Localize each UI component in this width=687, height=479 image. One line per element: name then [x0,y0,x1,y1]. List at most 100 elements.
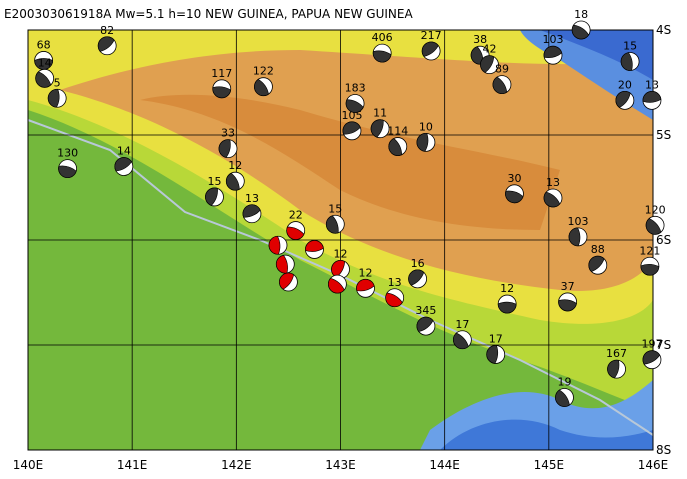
beachball [615,90,635,110]
beachball [212,79,232,99]
beachball [505,184,524,204]
event-label: 88 [591,243,605,256]
beachball-part [279,272,295,290]
beachball-part [416,316,434,332]
beachball [205,187,224,207]
beachball [568,227,588,247]
beachball-part [588,255,605,272]
event-label: 37 [561,280,575,293]
y-tick-label: 5S [656,128,671,142]
event-label: 117 [211,67,232,80]
event-label: 13 [546,176,560,189]
beachball [640,256,660,276]
beachball [356,278,375,298]
beachball [642,350,662,370]
beachball-part [543,45,563,59]
beachball [555,388,574,407]
beachball-part [470,46,484,65]
beachball [58,159,77,179]
beachball [452,330,472,350]
beachball-part [286,226,305,240]
event-label: 82 [100,24,114,37]
beachball-part [480,55,495,73]
beachball-part [642,91,662,103]
event-label: 122 [253,65,274,78]
beachball [35,68,55,88]
beachball-part [212,86,231,98]
beachball-part [218,139,231,158]
beachball [388,137,408,156]
event-label: 18 [574,8,588,21]
beachball-part [205,187,218,206]
beachball-part [305,240,324,252]
event-label: 20 [618,78,632,91]
beachball-part [492,76,508,94]
beachball-part [642,350,661,365]
beachball [408,269,427,289]
beachball [558,292,577,312]
beachball-part [388,138,403,156]
beachball-part [486,345,499,364]
event-label: 38 [473,33,487,46]
x-tick-label: 143E [325,458,356,472]
beachball-part [385,292,403,308]
event-label: 22 [289,209,303,222]
beachball-part [276,254,288,274]
event-label: 15 [623,40,637,53]
beachball-part [416,133,429,152]
beachball-part [645,218,662,235]
x-tick-label: 142E [221,458,252,472]
x-tick-label: 140E [13,458,44,472]
beachball-part [497,301,517,314]
event-label: 15 [328,202,342,215]
beachball-part [505,190,524,204]
x-tick-label: 144E [429,458,460,472]
beachball-part [421,41,439,57]
beachball [416,132,436,152]
event-label: 406 [372,31,393,44]
beachball-part [35,71,52,88]
beachball-part [326,215,339,234]
event-label: 10 [419,120,433,133]
event-label: 130 [57,147,78,160]
event-label: 121 [639,244,660,257]
beachball [225,171,245,191]
beachball [305,240,324,259]
beachball-part [607,359,620,379]
y-tick-label: 8S [656,443,671,457]
beachball [645,215,665,235]
beachball [620,52,640,71]
event-label: 17 [455,318,469,331]
beachball [342,121,362,141]
event-label: 13 [245,192,259,205]
y-tick-label: 6S [656,233,671,247]
event-label: 14 [38,56,52,69]
beachball-part [453,332,469,349]
beachball [275,254,295,274]
x-tick-label: 145E [534,458,565,472]
beachball [571,20,591,40]
event-label: 5 [54,76,61,89]
beachball [327,274,347,294]
event-label: 19 [557,376,571,389]
event-label: 12 [334,247,348,260]
beachball [254,77,273,97]
beachball-part [242,204,261,218]
beachball [492,75,512,94]
beachball-part [372,50,392,63]
beachball [268,235,288,255]
event-label: 13 [388,276,402,289]
beachball [588,255,608,275]
beachball-part [408,269,425,286]
event-label: 167 [606,347,627,360]
beachball-part [328,277,345,294]
beachball [218,139,238,159]
beachball-part [615,91,631,108]
beachball-part [331,260,346,278]
beachball [607,359,626,379]
beachball-part [58,165,77,178]
beachball [543,45,563,65]
event-label: 42 [482,43,496,56]
event-label: 12 [500,282,514,295]
